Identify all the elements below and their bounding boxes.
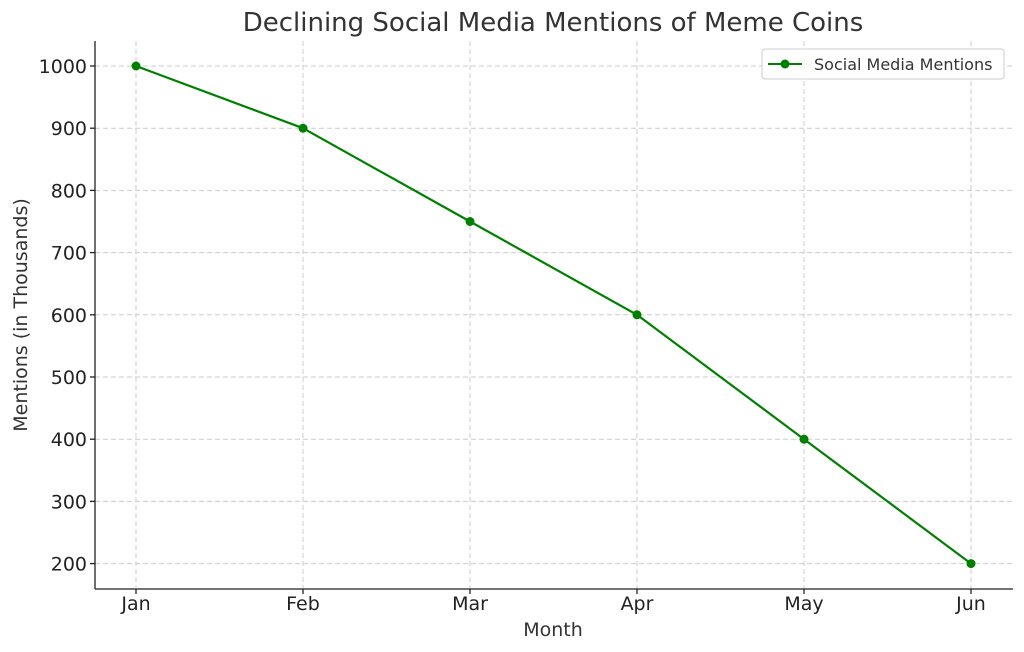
y-tick-label: 500 bbox=[51, 367, 87, 389]
y-tick-label: 300 bbox=[51, 491, 87, 513]
y-tick-label: 600 bbox=[51, 305, 87, 327]
data-point bbox=[465, 217, 475, 226]
ticks: Jan Feb Mar Apr May Jun 200 300 400 500 600 700 800 9… bbox=[39, 56, 986, 615]
y-tick-label: 1000 bbox=[39, 56, 87, 78]
x-tick-label: Mar bbox=[452, 593, 488, 615]
x-tick-label: Feb bbox=[286, 593, 320, 615]
chart-title: Declining Social Media Mentions of Meme … bbox=[243, 8, 864, 38]
legend-entry-social-media-mentions: Social Media Mentions bbox=[814, 55, 992, 74]
legend-box bbox=[761, 48, 1005, 80]
series-layer bbox=[131, 61, 976, 569]
series-line bbox=[135, 64, 972, 565]
legend-point-marker bbox=[780, 59, 790, 69]
y-axis-label: Mentions (in Thousands) bbox=[10, 198, 32, 432]
y-tick-label: 400 bbox=[51, 429, 87, 451]
data-point bbox=[966, 559, 976, 569]
grid-lines bbox=[95, 41, 1013, 589]
data-point bbox=[799, 434, 809, 444]
data-point bbox=[131, 61, 141, 71]
x-tick-label: Apr bbox=[621, 593, 654, 615]
x-tick-label: May bbox=[784, 593, 823, 615]
y-tick-label: 900 bbox=[51, 118, 87, 140]
data-point bbox=[632, 310, 642, 320]
x-tick-label: Jan bbox=[120, 593, 150, 615]
x-tick-label: Jun bbox=[955, 593, 986, 615]
data-point bbox=[298, 123, 308, 133]
y-tick-label: 200 bbox=[51, 554, 87, 576]
y-tick-label: 800 bbox=[51, 180, 87, 202]
legend: Social Media Mentions bbox=[761, 48, 1005, 80]
y-tick-label: 700 bbox=[51, 243, 87, 265]
x-axis-label: Month bbox=[523, 619, 583, 641]
